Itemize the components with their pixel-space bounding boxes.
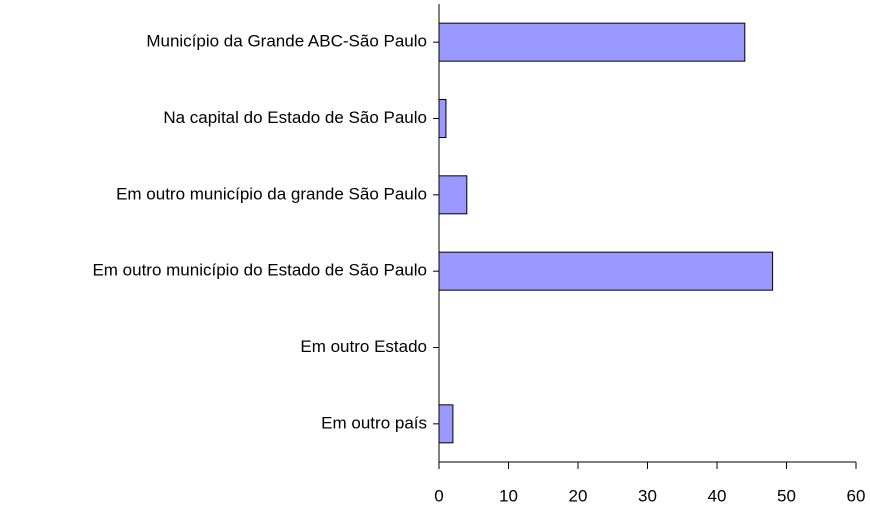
y-tick-label: Na capital do Estado de São Paulo (163, 108, 427, 127)
x-tick-label: 50 (777, 486, 796, 505)
x-tick-label: 10 (499, 486, 518, 505)
x-tick-label: 30 (638, 486, 657, 505)
y-tick-label: Município da Grande ABC-São Paulo (146, 32, 427, 51)
y-tick-label: Em outro país (321, 413, 427, 432)
x-tick-label: 20 (569, 486, 588, 505)
y-tick-label: Em outro município do Estado de São Paul… (92, 261, 427, 280)
bar (438, 404, 454, 444)
x-tick-label: 60 (847, 486, 866, 505)
bar (438, 175, 468, 215)
bar (438, 251, 774, 291)
y-tick-label: Em outro município da grande São Paulo (116, 184, 427, 203)
bar (438, 22, 746, 62)
x-tick-label: 0 (434, 486, 443, 505)
y-tick-label: Em outro Estado (300, 337, 427, 356)
x-tick-label: 40 (708, 486, 727, 505)
bar (438, 99, 447, 138)
